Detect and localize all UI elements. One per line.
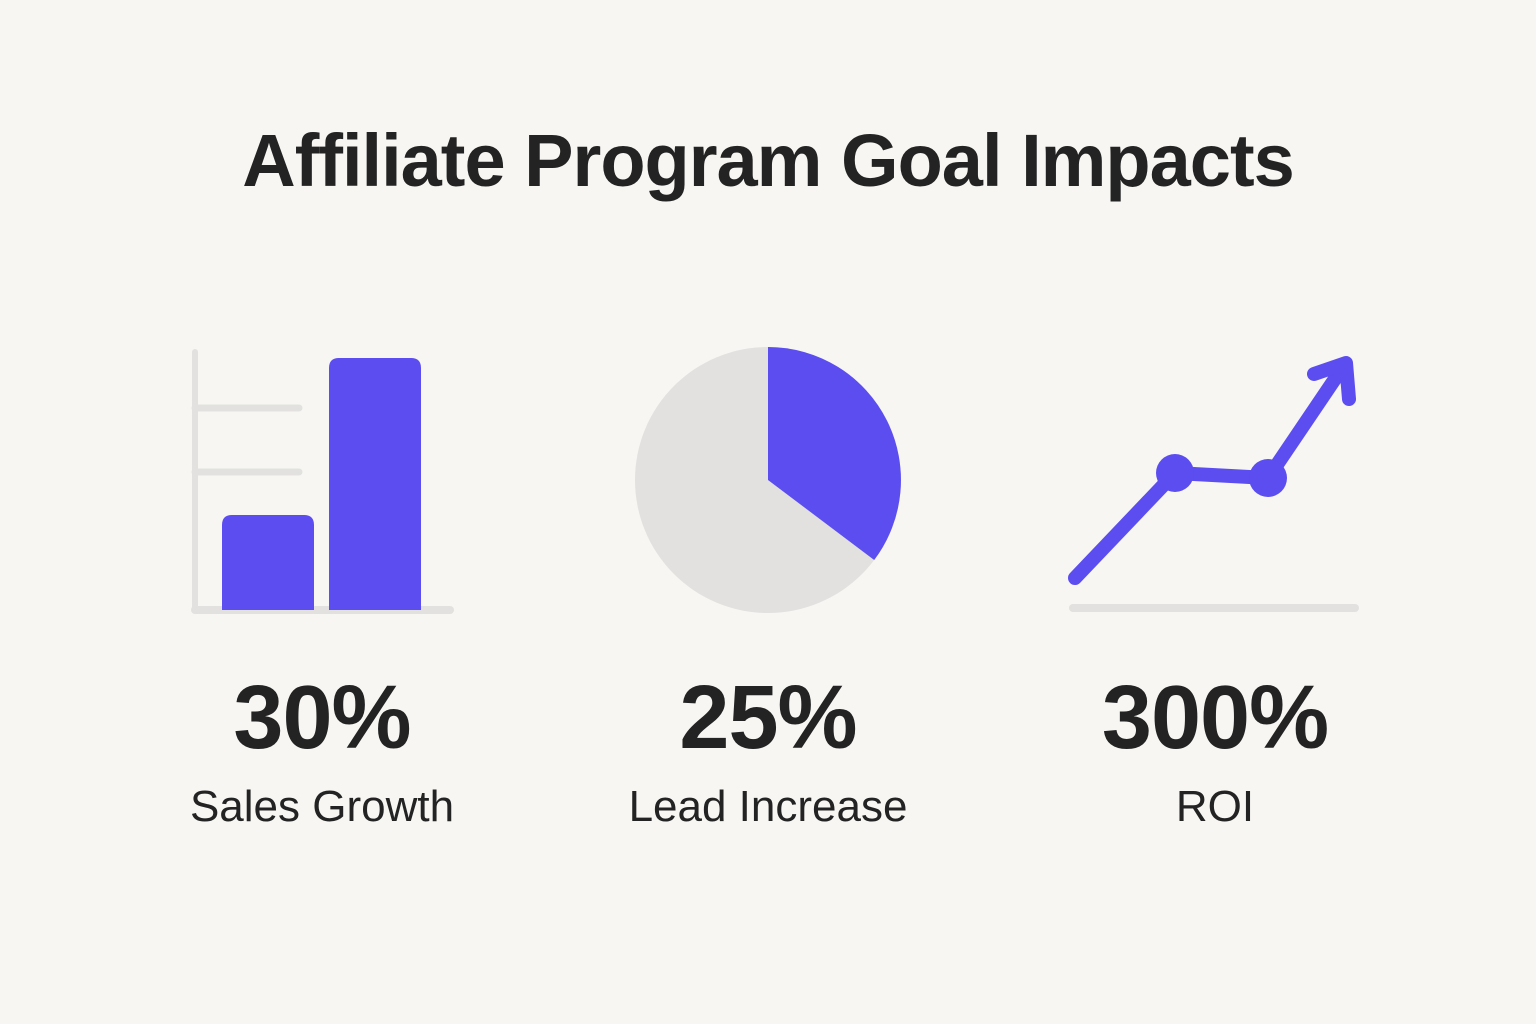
data-point-1 bbox=[1156, 454, 1194, 492]
pie-chart-icon-box bbox=[633, 345, 903, 615]
bar-chart-icon bbox=[191, 349, 454, 614]
stat-label-lead-increase: Lead Increase bbox=[628, 782, 908, 831]
stat-value-roi: 300% bbox=[1101, 668, 1329, 768]
pie-chart-icon bbox=[635, 347, 901, 613]
stat-panel-lead-increase: 25% Lead Increase bbox=[548, 345, 988, 829]
stat-value-sales-growth: 30% bbox=[233, 668, 411, 768]
line-chart-icon-box bbox=[1065, 345, 1365, 615]
trend-line bbox=[1068, 360, 1350, 585]
bar-chart-icon-box bbox=[182, 345, 462, 615]
data-point-2 bbox=[1249, 459, 1287, 497]
stat-label-sales-growth: Sales Growth bbox=[189, 782, 455, 831]
stat-panel-sales-growth: 30% Sales Growth bbox=[102, 345, 542, 829]
bar-short bbox=[222, 515, 314, 610]
stat-value-lead-increase: 25% bbox=[679, 668, 857, 768]
page-title: Affiliate Program Goal Impacts bbox=[242, 119, 1295, 202]
stat-panel-roi: 300% ROI bbox=[995, 345, 1435, 829]
pie-slice bbox=[768, 347, 901, 560]
line-chart-icon bbox=[1068, 356, 1359, 612]
arrow-head bbox=[1307, 356, 1356, 406]
stat-label-roi: ROI bbox=[1175, 782, 1255, 831]
bar-tall bbox=[329, 358, 421, 610]
